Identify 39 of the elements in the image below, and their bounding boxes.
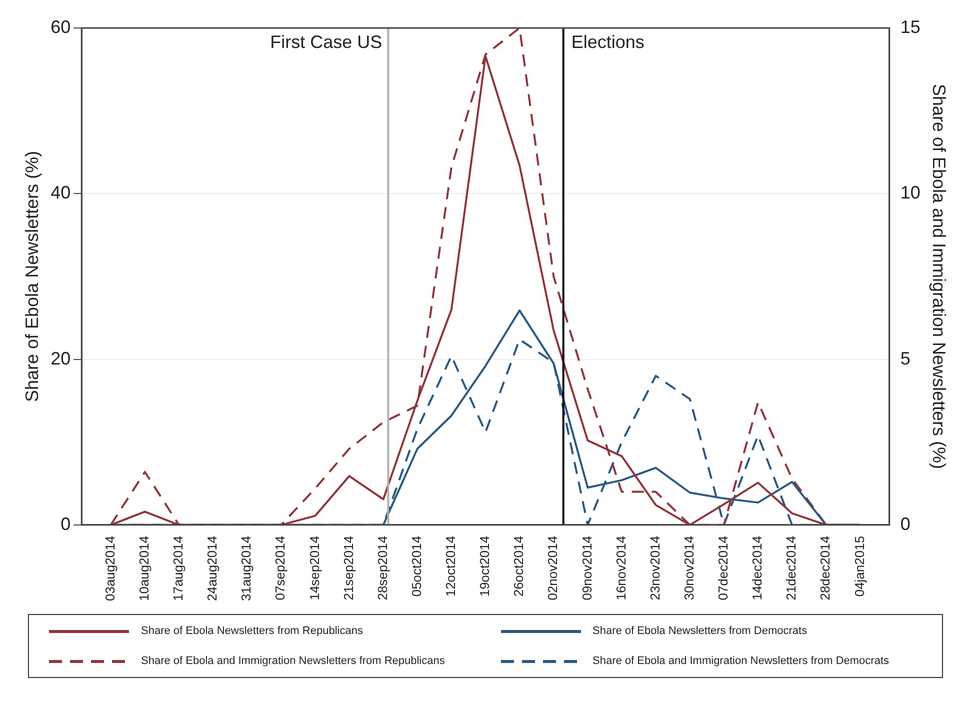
y2-tick-label: 5 bbox=[900, 348, 910, 368]
y2-tick-label: 15 bbox=[900, 16, 920, 37]
x-tick-label: 26oct2014 bbox=[511, 536, 526, 597]
x-tick-label: 24aug2014 bbox=[204, 536, 220, 602]
y2-tick-label: 0 bbox=[900, 514, 910, 534]
x-tick-label: 03aug2014 bbox=[102, 536, 118, 602]
x-tick-label: 02nov2014 bbox=[545, 536, 560, 600]
x-tick-label: 04jan2015 bbox=[852, 536, 867, 597]
ref-line-label: First Case US bbox=[270, 32, 382, 52]
y-tick-label: 40 bbox=[50, 182, 71, 203]
x-tick-label: 31aug2014 bbox=[238, 536, 254, 602]
x-tick-label: 14sep2014 bbox=[306, 536, 322, 600]
y2-tick-label: 10 bbox=[900, 182, 920, 203]
x-tick-label: 07sep2014 bbox=[272, 536, 288, 600]
y2-axis-title: Share of Ebola and Immigration Newsletters (%) bbox=[929, 84, 950, 470]
x-tick-label: 23nov2014 bbox=[647, 536, 662, 600]
x-tick-label: 28sep2014 bbox=[374, 536, 390, 600]
x-tick-label: 28dec2014 bbox=[818, 536, 833, 600]
legend-label: Share of Ebola Newsletters from Democrats bbox=[592, 625, 808, 637]
x-tick-label: 09nov2014 bbox=[579, 536, 594, 600]
x-tick-label: 16nov2014 bbox=[613, 536, 628, 600]
x-tick-label: 21dec2014 bbox=[784, 536, 799, 600]
y-axis-title: Share of Ebola Newsletters (%) bbox=[22, 150, 42, 402]
x-tick-label: 21sep2014 bbox=[340, 536, 356, 600]
x-tick-label: 17aug2014 bbox=[170, 536, 186, 602]
y-tick-label: 60 bbox=[50, 16, 71, 37]
legend-label: Share of Ebola and Immigration Newsletters from Democrats bbox=[592, 655, 890, 667]
x-tick-label: 12oct2014 bbox=[443, 536, 458, 597]
x-tick-label: 07dec2014 bbox=[716, 536, 731, 600]
legend-label: Share of Ebola and Immigration Newsletters from Republicans bbox=[141, 655, 445, 667]
x-tick-label: 30nov2014 bbox=[681, 536, 696, 600]
x-tick-label: 19oct2014 bbox=[477, 536, 492, 597]
y-tick-label: 20 bbox=[50, 348, 71, 368]
x-tick-label: 14dec2014 bbox=[750, 536, 765, 600]
legend-label: Share of Ebola Newsletters from Republicans bbox=[141, 625, 363, 637]
y-tick-label: 0 bbox=[60, 514, 71, 534]
ref-line-label: Elections bbox=[571, 32, 644, 52]
x-tick-label: 10aug2014 bbox=[136, 536, 152, 602]
x-tick-label: 05oct2014 bbox=[408, 536, 424, 597]
